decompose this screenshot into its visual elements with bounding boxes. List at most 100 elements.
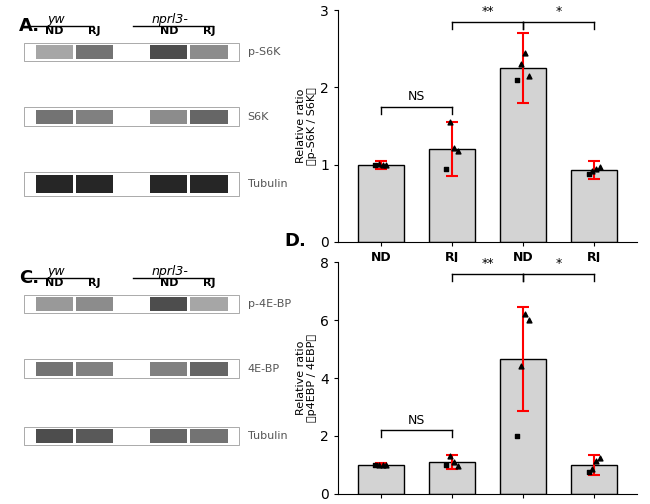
Bar: [150, 110, 187, 123]
Bar: [500, 68, 546, 242]
Bar: [429, 149, 475, 242]
Point: [516, 362, 526, 370]
Point: [378, 161, 388, 169]
Bar: [150, 297, 187, 311]
Text: p-4E-BP: p-4E-BP: [248, 299, 291, 309]
Point: [370, 161, 380, 169]
Text: yw: yw: [408, 307, 425, 320]
Bar: [190, 110, 228, 123]
Point: [374, 160, 384, 168]
Text: *: *: [556, 257, 562, 270]
Point: [524, 316, 534, 324]
Text: *: *: [556, 5, 562, 18]
Bar: [190, 175, 228, 193]
Text: yw: yw: [47, 13, 65, 26]
Bar: [150, 362, 187, 375]
Point: [445, 118, 455, 126]
Point: [591, 164, 601, 172]
Bar: [36, 362, 73, 375]
Point: [520, 48, 530, 56]
Bar: [150, 429, 187, 443]
Bar: [25, 107, 239, 126]
Text: 4E-BP: 4E-BP: [248, 364, 280, 374]
Point: [587, 465, 597, 473]
Bar: [150, 45, 187, 59]
Point: [441, 164, 451, 172]
Bar: [36, 45, 73, 59]
Point: [512, 76, 523, 84]
Bar: [150, 175, 187, 193]
Point: [591, 457, 601, 465]
Bar: [76, 45, 113, 59]
Bar: [25, 172, 239, 196]
Text: nprl3⁻: nprl3⁻: [540, 307, 578, 320]
Bar: [190, 362, 228, 375]
Bar: [190, 45, 228, 59]
Text: Tubulin: Tubulin: [248, 431, 287, 441]
Bar: [76, 362, 113, 375]
Point: [448, 144, 459, 152]
Point: [445, 452, 455, 460]
Text: ND: ND: [46, 26, 64, 36]
Text: RJ: RJ: [88, 26, 101, 36]
Text: **: **: [481, 5, 494, 18]
Point: [584, 468, 594, 476]
Text: nprl3-: nprl3-: [152, 265, 188, 278]
Bar: [36, 110, 73, 123]
Bar: [76, 175, 113, 193]
Point: [452, 147, 463, 155]
Point: [374, 461, 384, 469]
Text: A.: A.: [19, 17, 40, 35]
Text: yw: yw: [47, 265, 65, 278]
Bar: [190, 429, 228, 443]
Point: [595, 454, 605, 462]
Point: [512, 432, 523, 440]
Text: C.: C.: [19, 269, 39, 287]
Point: [584, 170, 594, 178]
Text: NS: NS: [408, 90, 425, 103]
Text: NS: NS: [408, 414, 425, 427]
Point: [441, 461, 451, 469]
Text: RJ: RJ: [88, 278, 101, 288]
Bar: [190, 297, 228, 311]
Point: [516, 60, 526, 68]
Bar: [36, 297, 73, 311]
Bar: [429, 462, 475, 494]
Point: [448, 458, 459, 466]
Text: RJ: RJ: [203, 26, 215, 36]
Bar: [36, 429, 73, 443]
Text: ND: ND: [46, 278, 64, 288]
Bar: [25, 427, 239, 445]
Bar: [76, 297, 113, 311]
Text: ND: ND: [160, 26, 178, 36]
Point: [381, 461, 391, 469]
Point: [381, 161, 391, 169]
Bar: [358, 165, 404, 242]
Text: RJ: RJ: [203, 278, 215, 288]
Bar: [76, 429, 113, 443]
Bar: [500, 359, 546, 494]
Bar: [25, 294, 239, 313]
Text: **: **: [481, 257, 494, 270]
Point: [524, 72, 534, 80]
Point: [595, 163, 605, 171]
Y-axis label: Relative ratio
（p-S6K / S6K）: Relative ratio （p-S6K / S6K）: [296, 87, 317, 165]
Bar: [36, 175, 73, 193]
Bar: [25, 359, 239, 378]
Y-axis label: Relative ratio
（p4EBP / 4EBP）: Relative ratio （p4EBP / 4EBP）: [296, 334, 317, 422]
Text: p-S6K: p-S6K: [248, 47, 280, 57]
Text: D.: D.: [284, 232, 306, 250]
Point: [370, 461, 380, 469]
Bar: [76, 110, 113, 123]
Text: nprl3-: nprl3-: [152, 13, 188, 26]
Text: S6K: S6K: [248, 112, 269, 122]
Point: [520, 310, 530, 319]
Text: ND: ND: [160, 278, 178, 288]
Point: [587, 167, 597, 175]
Text: Tubulin: Tubulin: [248, 179, 287, 189]
Bar: [25, 42, 239, 61]
Point: [378, 461, 388, 469]
Bar: [571, 465, 618, 494]
Bar: [571, 170, 618, 242]
Bar: [358, 465, 404, 494]
